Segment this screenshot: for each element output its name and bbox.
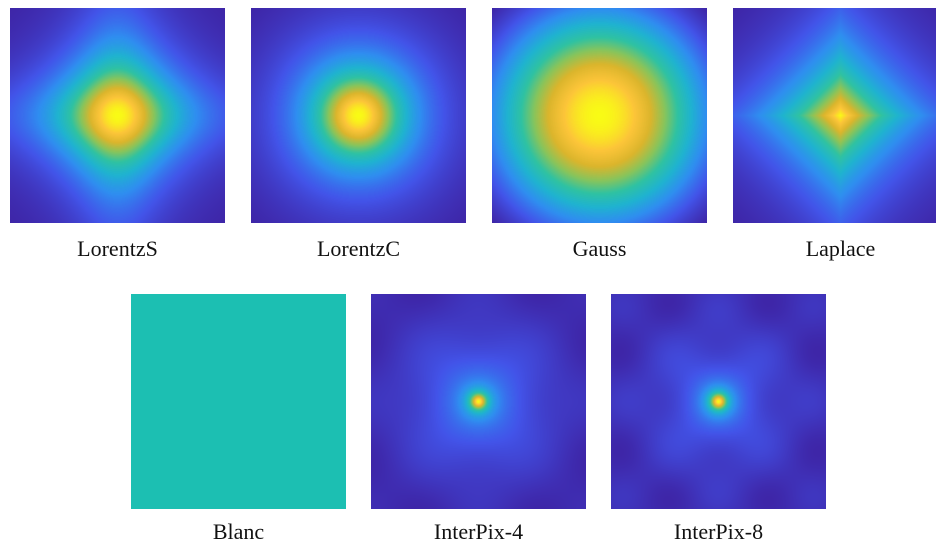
lorentzs-canvas <box>10 8 225 223</box>
lorentzc-map <box>251 8 466 223</box>
blanc-label: Blanc <box>212 519 265 544</box>
gauss-canvas <box>492 8 707 223</box>
interpix-4-canvas <box>371 294 586 509</box>
interpix-8-map <box>611 294 826 509</box>
interpix-8-label: InterPix-8 <box>673 519 764 544</box>
laplace-canvas <box>733 8 936 223</box>
gauss-label: Gauss <box>572 236 627 261</box>
laplace-map <box>733 8 936 223</box>
interpix-8-canvas <box>611 294 826 509</box>
gauss-map <box>492 8 707 223</box>
blanc-canvas <box>131 294 346 509</box>
lorentzc-canvas <box>251 8 466 223</box>
lorentzs-map <box>10 8 225 223</box>
interpix-4-map <box>371 294 586 509</box>
blanc-map <box>131 294 346 509</box>
lorentzc-label: LorentzC <box>316 236 401 261</box>
lorentzs-label: LorentzS <box>77 236 158 261</box>
laplace-label: Laplace <box>805 236 876 261</box>
interpix-4-label: InterPix-4 <box>433 519 524 544</box>
